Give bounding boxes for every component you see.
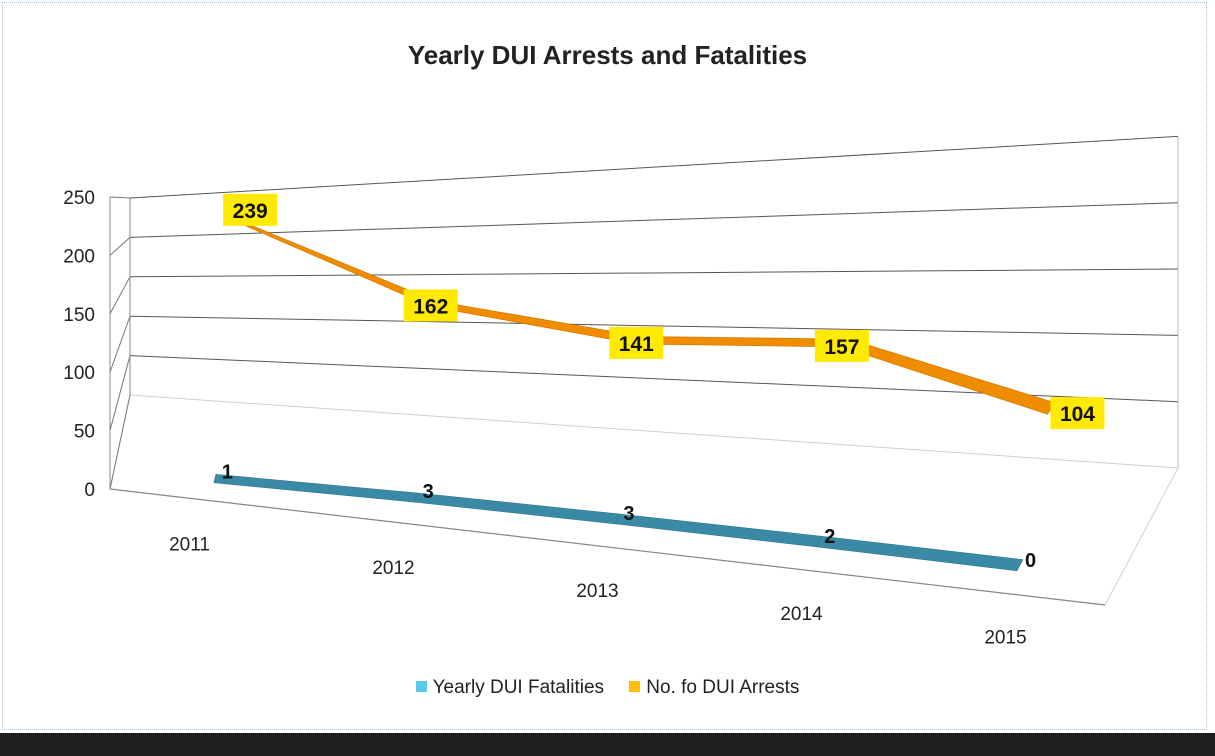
floor-plane — [109, 394, 1179, 606]
x-tick-label: 2011 — [169, 535, 210, 556]
side-gridline — [109, 316, 131, 373]
arrests-data-label: 157 — [824, 336, 859, 359]
arrests-data-label-box — [403, 289, 458, 322]
chart-frame — [2, 2, 1207, 730]
y-tick-label: 100 — [63, 363, 95, 384]
fatalities-ribbon-segment — [414, 492, 620, 525]
legend-swatch-arrests — [629, 681, 641, 692]
arrests-ribbon-segment — [224, 215, 436, 307]
arrests-data-label-box — [609, 326, 664, 359]
floor-front-edge — [109, 488, 1106, 606]
fatalities-data-label: 1 — [222, 462, 233, 484]
fatalities-ribbon-segment — [213, 474, 419, 503]
arrests-data-label-box — [223, 193, 278, 226]
gridline — [129, 202, 1179, 238]
bottom-band — [0, 733, 1215, 756]
legend-swatch-fatalities — [415, 681, 427, 692]
legend-item-arrests: No. fo DUI Arrests — [629, 677, 799, 699]
side-gridline — [109, 237, 131, 256]
legend-label-fatalities: Yearly DUI Fatalities — [432, 677, 605, 698]
arrests-data-label: 104 — [1060, 403, 1095, 426]
gridline — [129, 268, 1179, 278]
chart-legend: Yearly DUI Fatalities No. fo DUI Arrests — [0, 677, 1215, 699]
y-tick-label: 50 — [74, 422, 95, 443]
y-tick-label: 250 — [63, 188, 95, 209]
x-tick-label: 2012 — [372, 558, 414, 579]
side-gridline — [109, 394, 131, 490]
side-gridline — [109, 355, 131, 431]
fatalities-ribbon-segment — [614, 513, 822, 548]
y-tick-label: 150 — [63, 305, 95, 326]
side-gridline — [109, 276, 131, 315]
arrests-data-label: 162 — [413, 295, 448, 318]
gridline — [129, 135, 1179, 199]
arrests-data-label: 239 — [233, 200, 268, 223]
arrests-data-label-box — [814, 329, 869, 362]
x-tick-label: 2014 — [780, 604, 823, 625]
gridline — [129, 315, 1179, 336]
fatalities-data-label: 3 — [423, 481, 434, 503]
fatalities-data-label: 2 — [824, 526, 835, 548]
side-gridline — [109, 196, 131, 199]
fatalities-data-label: 0 — [1025, 550, 1036, 572]
x-tick-label: 2013 — [576, 581, 618, 602]
y-tick-label: 200 — [63, 246, 95, 267]
legend-label-arrests: No. fo DUI Arrests — [646, 677, 800, 698]
arrests-data-label: 141 — [619, 333, 654, 356]
arrests-ribbon-segment — [841, 338, 1057, 415]
fatalities-ribbon-segment — [815, 535, 1024, 572]
arrests-data-label-box — [1050, 397, 1105, 430]
fatalities-data-label: 3 — [623, 503, 634, 525]
x-tick-label: 2015 — [984, 627, 1026, 648]
chart-title: Yearly DUI Arrests and Fatalities — [407, 40, 808, 70]
y-tick-label: 0 — [84, 480, 95, 501]
legend-item-fatalities: Yearly DUI Fatalities — [415, 677, 605, 699]
